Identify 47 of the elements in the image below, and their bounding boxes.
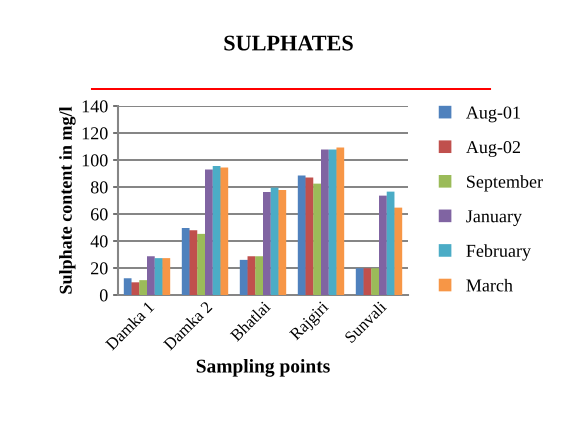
bar xyxy=(270,188,278,295)
y-tick-label: 100 xyxy=(82,154,108,166)
y-tick-label: 0 xyxy=(100,289,108,302)
bar xyxy=(371,268,379,295)
bar xyxy=(255,256,263,295)
bar xyxy=(124,278,132,295)
bar xyxy=(240,260,248,295)
y-tick-label: 140 xyxy=(82,100,108,112)
bar xyxy=(154,258,162,295)
bar xyxy=(298,176,306,295)
bar xyxy=(364,268,372,295)
bar xyxy=(394,208,402,295)
bar xyxy=(162,258,170,295)
bar xyxy=(205,169,213,295)
bar xyxy=(248,256,256,295)
bar xyxy=(313,184,321,295)
legend-label: Aug-02 xyxy=(466,141,520,157)
bar xyxy=(190,230,198,295)
y-tick-label: 20 xyxy=(91,262,108,274)
legend-label: March xyxy=(466,278,513,292)
bar xyxy=(306,178,314,295)
bar xyxy=(386,192,394,295)
y-tick-label: 60 xyxy=(91,208,108,220)
bar xyxy=(278,190,286,295)
bar xyxy=(197,234,205,295)
y-tick-label: 40 xyxy=(90,235,108,248)
bar xyxy=(139,280,147,295)
bar xyxy=(328,149,336,295)
bar xyxy=(321,149,329,295)
legend-label: January xyxy=(466,210,522,226)
bar xyxy=(379,196,387,295)
bar xyxy=(220,168,228,295)
chart-title: SULPHATES xyxy=(224,36,353,51)
bar xyxy=(356,268,364,295)
y-tick-label: 120 xyxy=(82,127,108,140)
x-axis-title: Sampling points xyxy=(196,358,330,377)
y-tick-label: 80 xyxy=(90,181,108,194)
bar xyxy=(182,228,190,295)
bar xyxy=(336,147,344,295)
bar xyxy=(263,192,271,295)
legend-label: Aug-01 xyxy=(466,106,520,122)
legend-label: September xyxy=(467,175,543,192)
bar xyxy=(147,256,155,295)
y-axis-title: Sulphate content in mg/l xyxy=(59,106,76,294)
legend-label: February xyxy=(466,244,531,261)
bar xyxy=(212,166,220,295)
bar xyxy=(132,282,140,295)
